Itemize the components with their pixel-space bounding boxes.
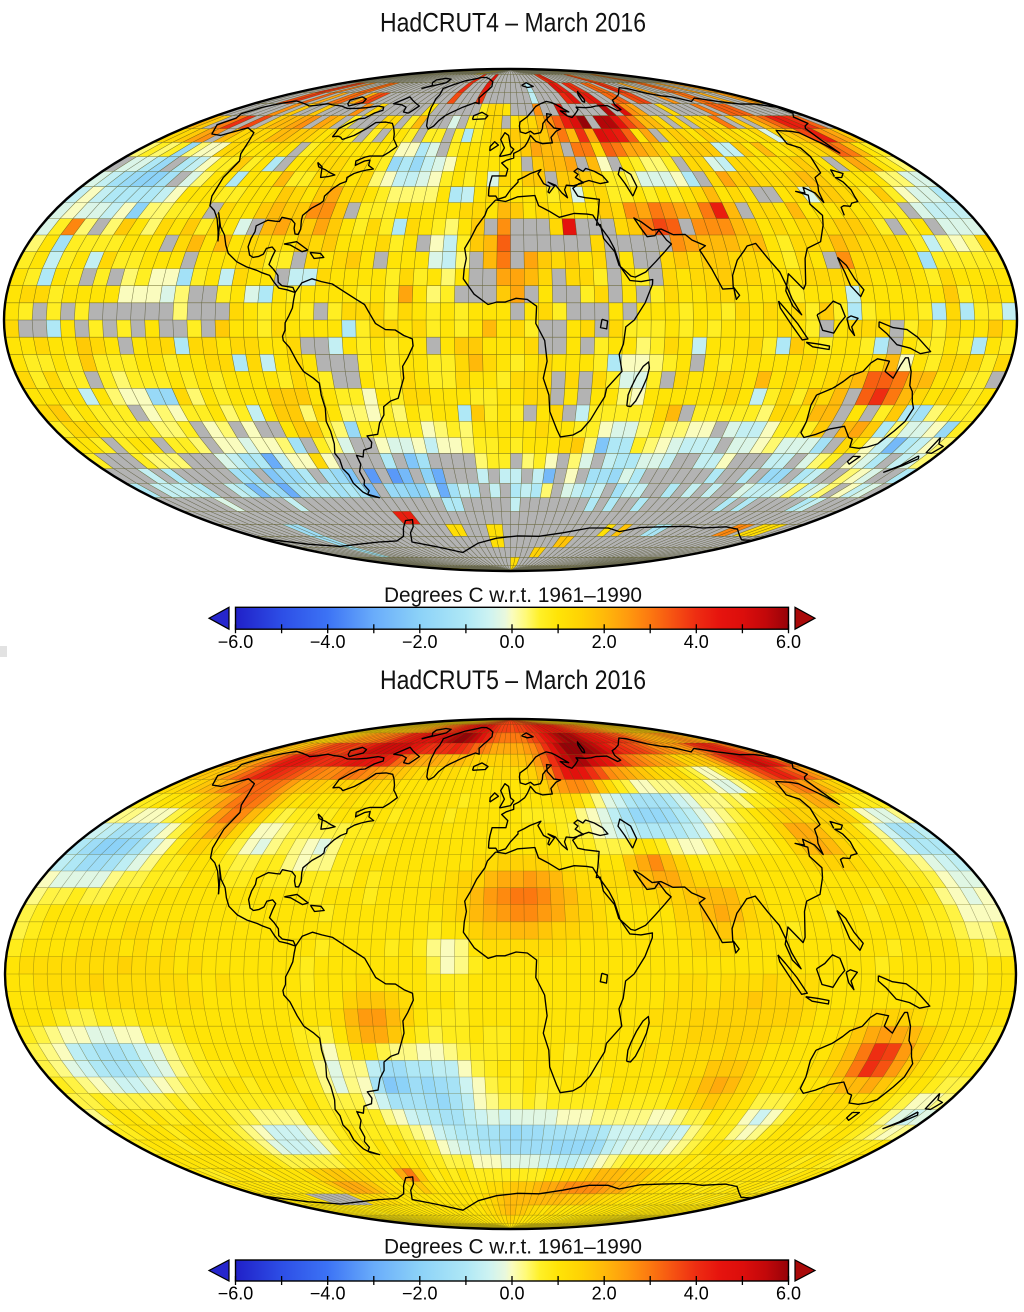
svg-text:4.0: 4.0 bbox=[684, 632, 709, 652]
svg-text:2.0: 2.0 bbox=[592, 632, 617, 652]
svg-text:HadCRUT4 – March 2016: HadCRUT4 – March 2016 bbox=[380, 8, 646, 38]
svg-text:−4.0: −4.0 bbox=[310, 632, 346, 652]
svg-text:−2.0: −2.0 bbox=[402, 1284, 438, 1304]
svg-text:−6.0: −6.0 bbox=[218, 1284, 254, 1304]
svg-text:2.0: 2.0 bbox=[592, 1284, 617, 1304]
svg-text:−4.0: −4.0 bbox=[310, 1284, 346, 1304]
svg-text:4.0: 4.0 bbox=[684, 1284, 709, 1304]
svg-text:6.0: 6.0 bbox=[776, 1284, 801, 1304]
svg-text:−2.0: −2.0 bbox=[402, 632, 438, 652]
svg-text:Degrees C w.r.t. 1961–1990: Degrees C w.r.t. 1961–1990 bbox=[384, 584, 642, 607]
svg-text:6.0: 6.0 bbox=[776, 632, 801, 652]
svg-text:HadCRUT5 – March 2016: HadCRUT5 – March 2016 bbox=[380, 665, 646, 695]
svg-text:0.0: 0.0 bbox=[499, 632, 524, 652]
svg-text:−6.0: −6.0 bbox=[218, 632, 254, 652]
svg-text:Degrees C w.r.t. 1961–1990: Degrees C w.r.t. 1961–1990 bbox=[384, 1236, 642, 1259]
svg-text:0.0: 0.0 bbox=[499, 1284, 524, 1304]
